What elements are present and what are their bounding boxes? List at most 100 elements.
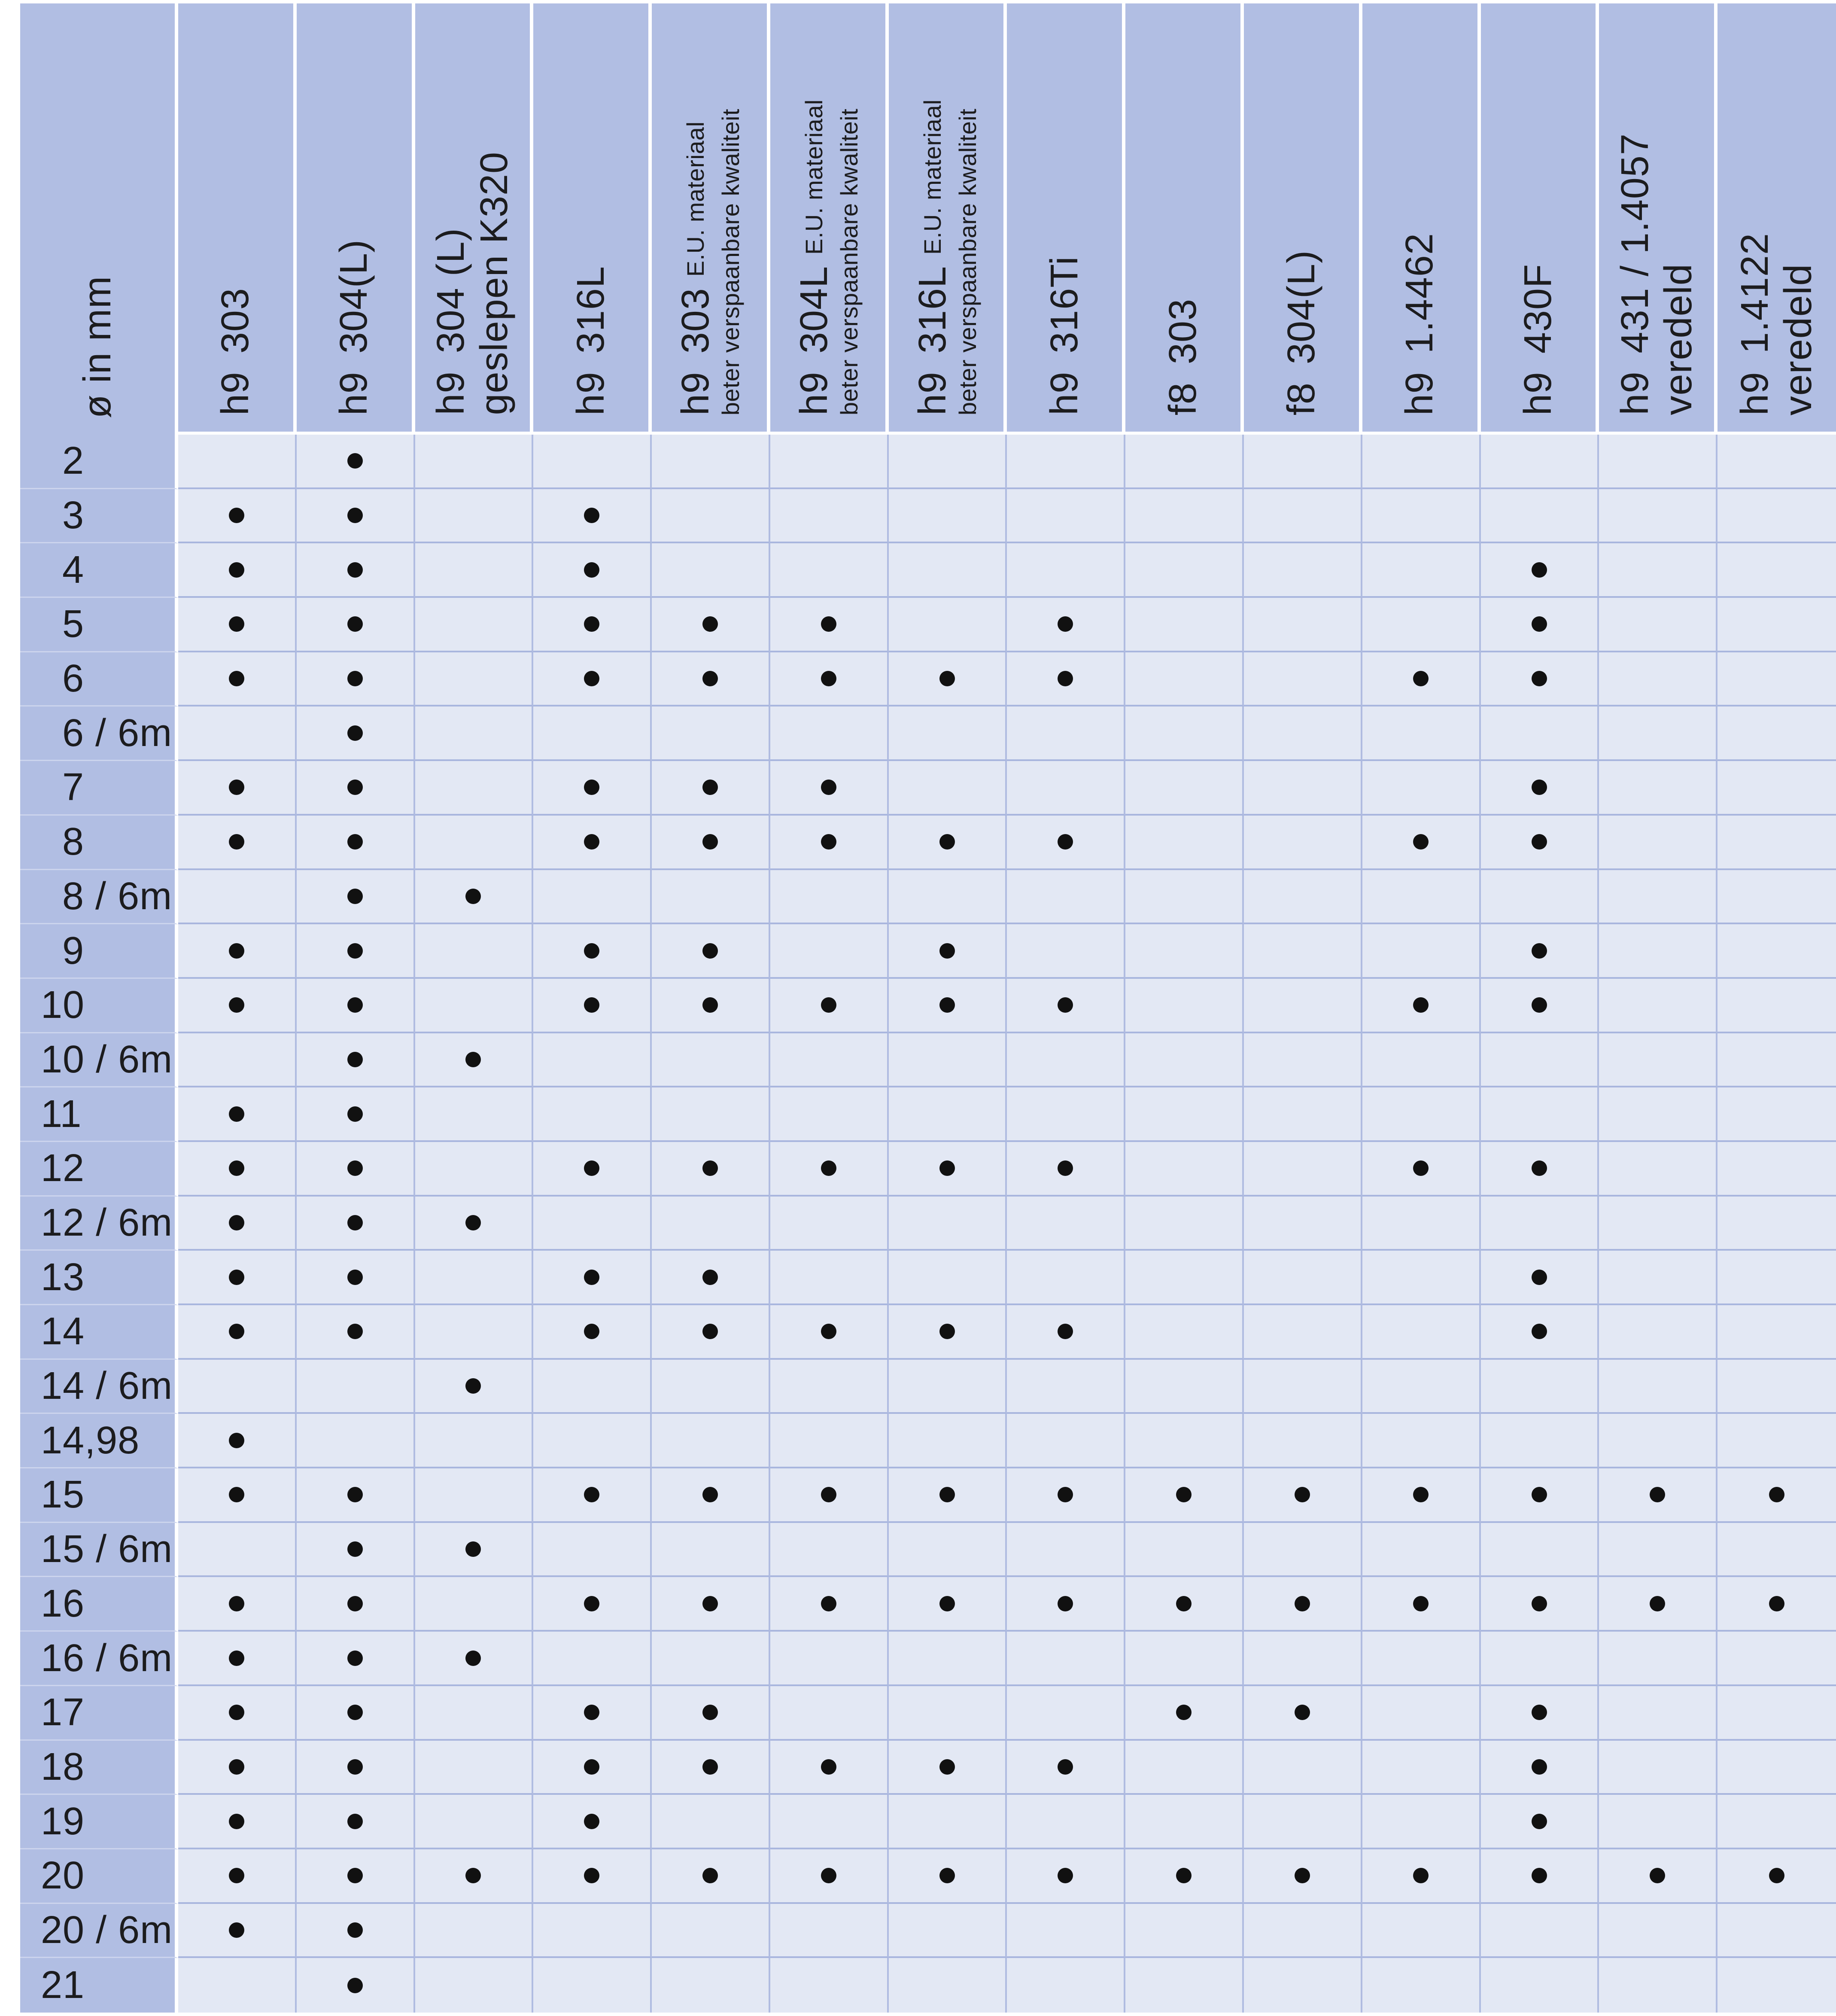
availability-dot-icon	[584, 562, 600, 578]
availability-dot-icon	[347, 780, 363, 795]
availability-dot-icon	[1176, 1487, 1192, 1503]
availability-dot-icon	[939, 1759, 955, 1775]
availability-dot-icon	[702, 616, 718, 632]
availability-cell	[415, 1196, 534, 1251]
availability-cell	[1244, 1305, 1362, 1360]
availability-cell	[1125, 1849, 1244, 1904]
availability-cell	[888, 870, 1007, 925]
availability-cell	[1717, 543, 1836, 598]
row-label-text: 20	[41, 1854, 85, 1897]
availability-cell	[770, 1795, 889, 1849]
availability-dot-icon	[1176, 1705, 1192, 1721]
availability-cell	[1244, 815, 1362, 870]
availability-dot-icon	[347, 508, 363, 524]
row-label-diameter: 16	[20, 1577, 178, 1632]
column-header: h9303	[178, 3, 297, 435]
availability-dot-icon	[347, 997, 363, 1013]
row-label-diameter: 18	[20, 1740, 178, 1795]
availability-cell	[1717, 1740, 1836, 1795]
availability-cell	[1717, 1795, 1836, 1849]
availability-cell	[652, 978, 770, 1033]
column-header: h9 316L	[533, 3, 652, 435]
availability-cell	[1599, 543, 1718, 598]
availability-dot-icon	[821, 1868, 836, 1884]
availability-cell	[1125, 1903, 1244, 1958]
availability-dot-icon	[939, 997, 955, 1013]
availability-dot-icon	[228, 508, 244, 524]
availability-dot-icon	[584, 671, 600, 687]
tolerance-label: h9	[214, 371, 257, 415]
availability-cell	[296, 1359, 415, 1414]
availability-cell	[652, 1795, 770, 1849]
availability-cell	[1007, 435, 1126, 489]
availability-cell	[888, 815, 1007, 870]
availability-dot-icon	[465, 1378, 481, 1394]
availability-dot-icon	[228, 1324, 244, 1340]
availability-cell	[770, 1305, 889, 1360]
availability-cell	[1599, 1577, 1718, 1632]
availability-cell	[178, 435, 297, 489]
column-header-line1: h9 431 / 1.4057	[1614, 133, 1657, 415]
availability-cell	[533, 815, 652, 870]
row-label-text: 15 / 6m	[41, 1528, 173, 1571]
availability-cell	[1007, 1305, 1126, 1360]
row-label-diameter: 12	[20, 1142, 178, 1197]
availability-cell	[770, 1849, 889, 1904]
availability-cell	[415, 1795, 534, 1849]
availability-cell	[1125, 489, 1244, 544]
grade-label: 303	[674, 287, 717, 353]
availability-dot-icon	[228, 780, 244, 795]
availability-cell	[1125, 1468, 1244, 1523]
availability-cell	[415, 1468, 534, 1523]
availability-cell	[1480, 489, 1599, 544]
availability-cell	[1480, 1686, 1599, 1741]
availability-cell	[1244, 489, 1362, 544]
availability-dot-icon	[702, 1596, 718, 1611]
availability-cell	[1599, 1359, 1718, 1414]
availability-cell	[296, 1849, 415, 1904]
availability-cell	[178, 1686, 297, 1741]
availability-cell	[1007, 707, 1126, 761]
availability-dot-icon	[228, 1215, 244, 1230]
availability-cell	[178, 815, 297, 870]
availability-cell	[533, 1251, 652, 1306]
availability-cell	[888, 1686, 1007, 1741]
availability-dot-icon	[1531, 1705, 1547, 1721]
availability-cell	[296, 1087, 415, 1142]
availability-dot-icon	[1413, 1596, 1429, 1611]
column-header: h9 430F	[1480, 3, 1599, 435]
availability-dot-icon	[228, 1160, 244, 1176]
availability-cell	[296, 1740, 415, 1795]
availability-dot-icon	[821, 1487, 836, 1503]
availability-cell	[296, 1903, 415, 1958]
availability-cell	[1717, 1468, 1836, 1523]
availability-dot-icon	[584, 1269, 600, 1285]
row-label-diameter: 21	[20, 1958, 178, 2013]
availability-cell	[415, 1251, 534, 1306]
availability-dot-icon	[1294, 1596, 1310, 1611]
availability-dot-icon	[465, 1650, 481, 1666]
availability-cell	[296, 652, 415, 707]
availability-cell	[178, 1740, 297, 1795]
availability-cell	[178, 1414, 297, 1469]
availability-cell	[1244, 1087, 1362, 1142]
availability-dot-icon	[347, 1106, 363, 1122]
availability-cell	[178, 1196, 297, 1251]
availability-cell	[415, 1958, 534, 2013]
column-header: h9 1.4122 veredeld	[1717, 3, 1836, 435]
availability-cell	[1244, 978, 1362, 1033]
availability-dot-icon	[584, 1324, 600, 1340]
availability-cell	[888, 924, 1007, 979]
availability-cell	[652, 1740, 770, 1795]
availability-dot-icon	[1769, 1596, 1785, 1611]
availability-cell	[652, 598, 770, 652]
availability-cell	[1717, 707, 1836, 761]
availability-dot-icon	[584, 1759, 600, 1775]
availability-cell	[1599, 1686, 1718, 1741]
row-label-text: 4	[62, 548, 85, 591]
availability-cell	[415, 1359, 534, 1414]
availability-cell	[296, 870, 415, 925]
availability-cell	[1599, 435, 1718, 489]
availability-cell	[1244, 598, 1362, 652]
availability-cell	[888, 1033, 1007, 1088]
